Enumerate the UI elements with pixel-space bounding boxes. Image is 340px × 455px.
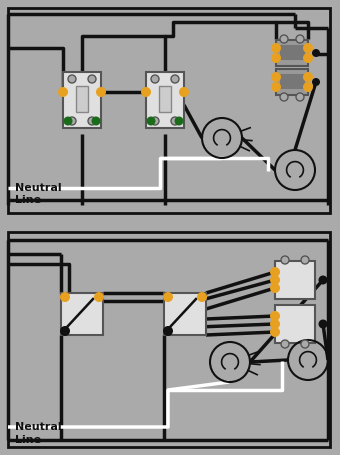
Bar: [276, 40, 308, 66]
Bar: [76, 86, 88, 112]
Circle shape: [151, 75, 159, 83]
Circle shape: [68, 117, 76, 125]
Circle shape: [171, 117, 179, 125]
Bar: [275, 261, 315, 299]
Text: Neutral: Neutral: [15, 422, 62, 432]
Circle shape: [68, 75, 76, 83]
Circle shape: [174, 116, 184, 126]
Text: Line: Line: [15, 195, 41, 205]
Bar: [164, 293, 206, 335]
Circle shape: [296, 35, 304, 43]
Circle shape: [270, 311, 280, 321]
Circle shape: [280, 93, 288, 101]
Circle shape: [270, 327, 280, 337]
Bar: [280, 45, 304, 59]
Bar: [63, 72, 101, 128]
Circle shape: [271, 43, 281, 53]
Circle shape: [303, 82, 313, 92]
Circle shape: [88, 75, 96, 83]
Circle shape: [303, 72, 313, 82]
Bar: [8, 8, 330, 213]
Circle shape: [163, 326, 173, 336]
Circle shape: [96, 87, 106, 97]
Circle shape: [179, 87, 189, 97]
Circle shape: [147, 116, 155, 126]
Circle shape: [270, 275, 280, 285]
Circle shape: [319, 275, 327, 284]
Circle shape: [141, 87, 151, 97]
Circle shape: [60, 326, 70, 336]
Bar: [61, 293, 103, 335]
Circle shape: [88, 117, 96, 125]
Circle shape: [64, 116, 72, 126]
Circle shape: [296, 93, 304, 101]
Bar: [159, 86, 171, 112]
Circle shape: [301, 256, 309, 264]
Circle shape: [319, 319, 327, 329]
Bar: [146, 72, 184, 128]
Circle shape: [303, 53, 313, 63]
Circle shape: [312, 49, 320, 57]
Circle shape: [60, 292, 70, 302]
Text: Line: Line: [15, 435, 41, 445]
Circle shape: [270, 319, 280, 329]
Bar: [275, 305, 315, 343]
Bar: [8, 232, 330, 447]
Circle shape: [94, 292, 104, 302]
Circle shape: [281, 340, 289, 348]
Circle shape: [280, 35, 288, 43]
Circle shape: [171, 75, 179, 83]
Circle shape: [303, 43, 313, 53]
Circle shape: [271, 82, 281, 92]
Circle shape: [58, 87, 68, 97]
Bar: [276, 69, 308, 95]
Circle shape: [312, 78, 320, 86]
Bar: [280, 74, 304, 88]
Circle shape: [271, 53, 281, 63]
Circle shape: [197, 292, 207, 302]
Circle shape: [151, 117, 159, 125]
Circle shape: [270, 283, 280, 293]
Circle shape: [281, 256, 289, 264]
Circle shape: [163, 292, 173, 302]
Circle shape: [301, 340, 309, 348]
Circle shape: [271, 72, 281, 82]
Text: Neutral: Neutral: [15, 183, 62, 193]
Circle shape: [91, 116, 101, 126]
Circle shape: [270, 267, 280, 277]
